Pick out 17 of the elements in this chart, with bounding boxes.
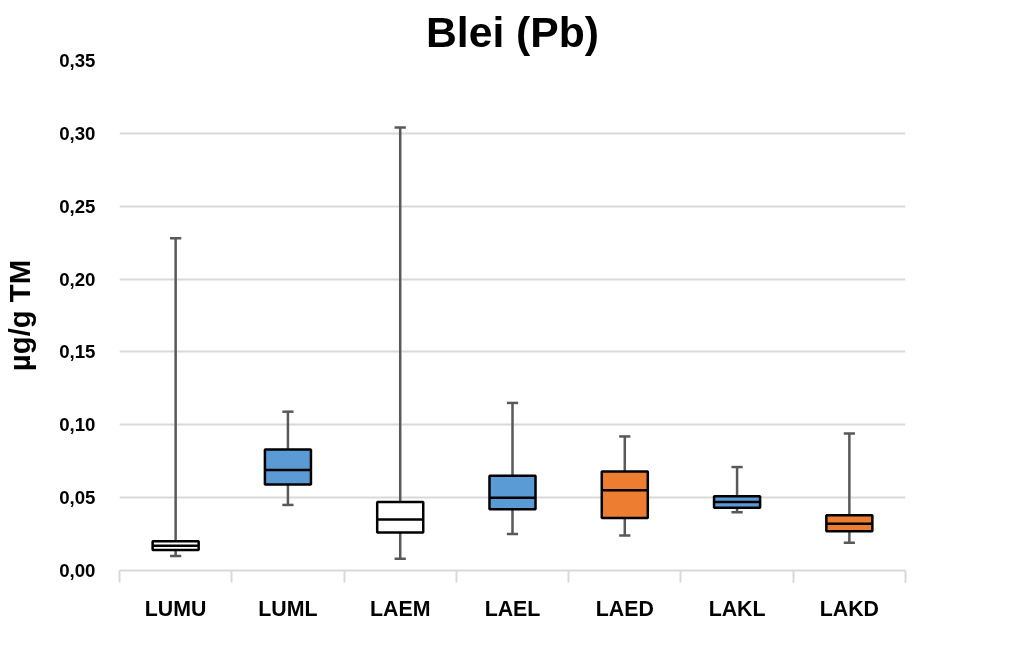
y-axis-title: µg/g TM bbox=[3, 259, 37, 372]
x-tick-label: LAEL bbox=[484, 596, 541, 621]
y-tick-label: 0,35 bbox=[59, 50, 96, 71]
y-tick-label: 0,25 bbox=[59, 195, 96, 217]
y-tick-label: 0,20 bbox=[59, 268, 96, 290]
x-tick-label: LAKL bbox=[708, 596, 766, 621]
y-tick-label: 0,30 bbox=[59, 122, 96, 144]
x-tick-label: LUML bbox=[258, 596, 318, 621]
x-tick-label: LUMU bbox=[144, 596, 207, 621]
x-tick-label: LAKD bbox=[819, 596, 879, 621]
x-tick-label: LAED bbox=[595, 596, 654, 621]
x-tick-label: LAEM bbox=[370, 596, 431, 621]
y-tick-label: 0,10 bbox=[59, 414, 96, 436]
chart-title: Blei (Pb) bbox=[426, 7, 599, 56]
y-tick-label: 0,15 bbox=[59, 341, 96, 363]
y-tick-label: 0,05 bbox=[59, 487, 96, 509]
y-tick-label: 0,00 bbox=[59, 560, 96, 581]
